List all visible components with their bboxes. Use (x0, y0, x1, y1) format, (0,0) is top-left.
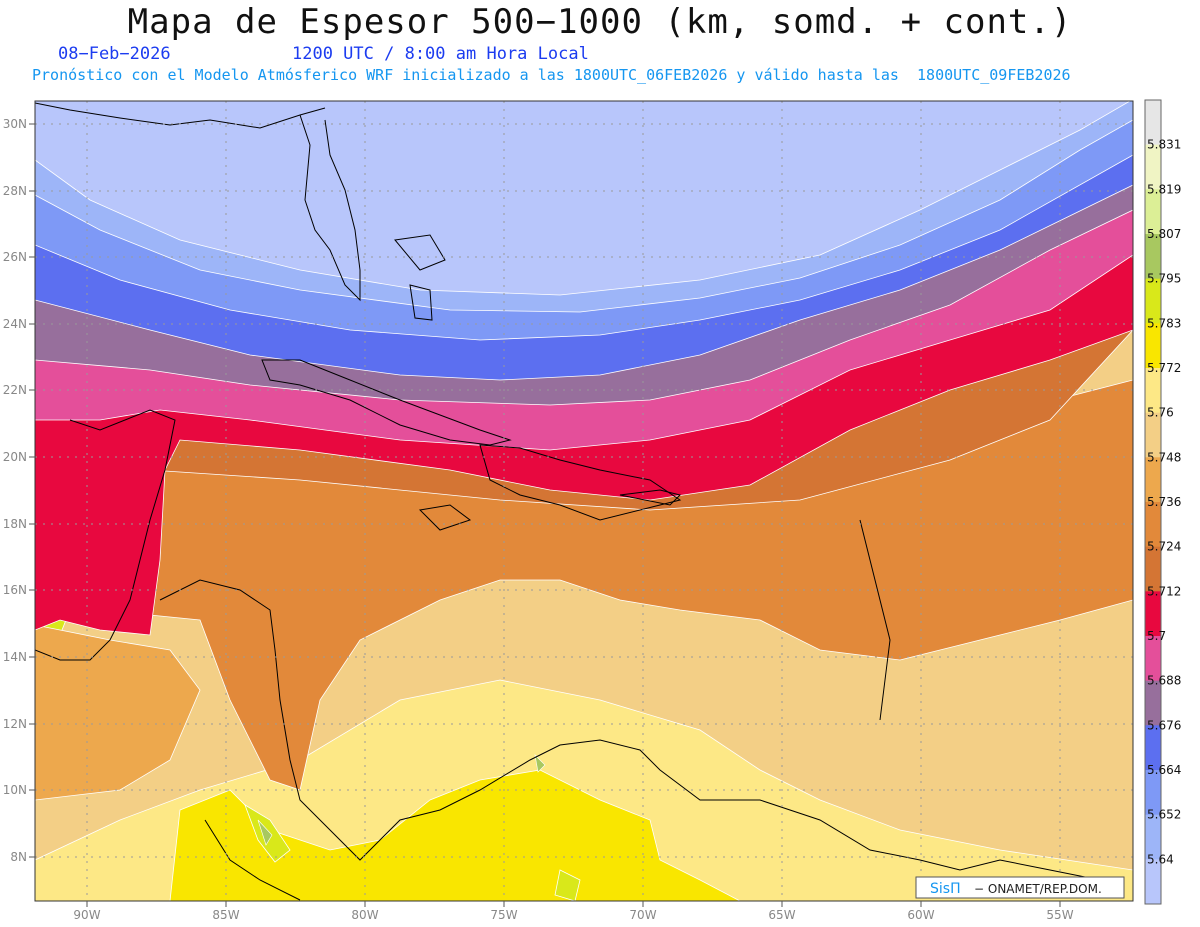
valid-time: 1200 UTC / 8:00 am Hora Local (292, 44, 589, 64)
lon-label: 75W (490, 908, 517, 922)
colorbar-label: 5.795 (1147, 272, 1181, 286)
lon-label: 55W (1046, 908, 1073, 922)
colorbar-swatch (1145, 368, 1161, 414)
credit-box: SisΠ − ONAMET/REP.DOM. (915, 876, 1125, 899)
colorbar-swatch (1145, 770, 1161, 816)
coastlines (35, 102, 1101, 901)
plot-frame (34, 100, 1134, 902)
colorbar: 5.831 5.819 5.807 5.795 5.783 5.772 5.76 5.748 5… (1144, 99, 1181, 905)
colorbar-swatch (1145, 636, 1161, 682)
colorbar-swatch (1145, 680, 1161, 726)
colorbar-swatch (1145, 859, 1161, 905)
lat-label: 24N (3, 317, 27, 331)
colorbar-swatch (1145, 144, 1161, 190)
thickness-shading (35, 101, 1133, 901)
band-5.783 (169, 769, 741, 901)
colorbar-label: 5.712 (1147, 584, 1181, 598)
colorbar-swatch (1145, 189, 1161, 235)
colorbar-swatch (1145, 546, 1161, 592)
lon-label: 70W (629, 908, 656, 922)
band-5.748 (35, 624, 201, 801)
colorbar-label: 5.688 (1147, 674, 1181, 688)
colorbar-label: 5.676 (1147, 718, 1181, 732)
lon-label: 90W (73, 908, 100, 922)
colorbar-swatch (1145, 323, 1161, 369)
colorbar-frame (1144, 99, 1162, 905)
colorbar-label: 5.652 (1147, 808, 1181, 822)
lon-label: 80W (351, 908, 378, 922)
colorbar-label: 5.831 (1147, 138, 1181, 152)
band-5.64 (35, 101, 1131, 296)
colorbar-label: 5.807 (1147, 227, 1181, 241)
colorbar-swatch (1145, 412, 1161, 458)
band-5.807 (257, 754, 546, 846)
axis-ticks (29, 123, 1061, 907)
colorbar-label: 5.819 (1147, 182, 1181, 196)
colorbar-swatch (1145, 591, 1161, 637)
lat-label: 22N (3, 383, 27, 397)
lat-label: 30N (3, 117, 27, 131)
colorbar-label: 5.64 (1147, 852, 1174, 866)
colorbar-label: 5.772 (1147, 361, 1181, 375)
map-title: Mapa de Espesor 500−1000 (km, somd. + co… (127, 2, 1073, 42)
colorbar-label: 5.7 (1147, 629, 1166, 643)
lat-label: 20N (3, 450, 27, 464)
credit-text: − ONAMET/REP.DOM. (974, 882, 1102, 896)
lat-label: 28N (3, 184, 27, 198)
lat-label: 8N (10, 850, 27, 864)
lon-label: 65W (768, 908, 795, 922)
colorbar-swatch (1145, 725, 1161, 771)
lat-label: 12N (3, 717, 27, 731)
colorbar-label: 5.736 (1147, 495, 1181, 509)
lat-label: 10N (3, 783, 27, 797)
valid-date: 08−Feb−2026 (58, 44, 171, 64)
colorbar-label: 5.748 (1147, 450, 1181, 464)
colorbar-label: 5.783 (1147, 316, 1181, 330)
lon-label: 85W (212, 908, 239, 922)
colorbar-swatch (1145, 278, 1161, 324)
colorbar-swatch (1145, 234, 1161, 280)
colorbar-swatch (1145, 814, 1161, 860)
colorbar-swatch (1145, 457, 1161, 503)
forecast-info: Pronóstico con el Modelo Atmósferico WRF… (32, 66, 1071, 84)
colorbar-label: 5.76 (1147, 406, 1174, 420)
colorbar-label: 5.724 (1147, 540, 1181, 554)
graticule (35, 101, 1133, 901)
lat-label: 26N (3, 250, 27, 264)
colorbar-swatch (1145, 100, 1161, 146)
colorbar-swatch (1145, 502, 1161, 548)
colorbar-label: 5.664 (1147, 763, 1181, 777)
sispi-logo: SisΠ (930, 881, 961, 897)
lat-label: 16N (3, 583, 27, 597)
lat-label: 18N (3, 517, 27, 531)
lat-label: 14N (3, 650, 27, 664)
lon-label: 60W (907, 908, 934, 922)
